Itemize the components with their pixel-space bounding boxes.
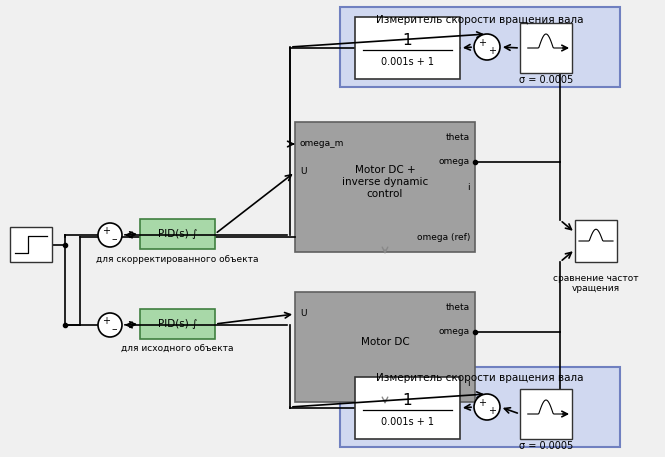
Text: Измеритель скорости вращения вала: Измеритель скорости вращения вала xyxy=(376,373,584,383)
FancyBboxPatch shape xyxy=(340,367,620,447)
Text: omega: omega xyxy=(439,158,470,166)
Text: +: + xyxy=(478,38,486,48)
FancyBboxPatch shape xyxy=(340,7,620,87)
Text: сравнение частот
vращения: сравнение частот vращения xyxy=(553,274,639,293)
Text: +: + xyxy=(478,398,486,408)
Text: Измеритель скорости вращения вала: Измеритель скорости вращения вала xyxy=(376,15,584,25)
Text: U: U xyxy=(300,168,307,176)
Text: +: + xyxy=(102,226,110,236)
Text: i: i xyxy=(467,182,470,191)
FancyBboxPatch shape xyxy=(355,377,460,439)
FancyBboxPatch shape xyxy=(355,17,460,79)
Text: +: + xyxy=(488,46,496,56)
Text: σ = 0.0005: σ = 0.0005 xyxy=(519,75,573,85)
Text: +: + xyxy=(488,406,496,416)
Text: U: U xyxy=(300,309,307,319)
Text: omega (ref): omega (ref) xyxy=(417,233,470,241)
Text: +: + xyxy=(102,316,110,326)
Circle shape xyxy=(98,313,122,337)
Text: Motor DC +
inverse dynamic
control: Motor DC + inverse dynamic control xyxy=(342,165,428,199)
Text: 0.001s + 1: 0.001s + 1 xyxy=(381,417,434,427)
Text: PID(s) ∫: PID(s) ∫ xyxy=(158,229,198,239)
Text: –: – xyxy=(111,324,117,334)
FancyBboxPatch shape xyxy=(140,309,215,339)
Text: σ = 0.0005: σ = 0.0005 xyxy=(519,441,573,451)
Circle shape xyxy=(474,394,500,420)
Text: для исходного объекта: для исходного объекта xyxy=(121,345,234,354)
FancyBboxPatch shape xyxy=(520,389,572,439)
Text: 1: 1 xyxy=(403,33,412,48)
Text: PID(s) ∫: PID(s) ∫ xyxy=(158,319,198,329)
Text: 0.001s + 1: 0.001s + 1 xyxy=(381,57,434,67)
Text: theta: theta xyxy=(446,133,470,142)
Circle shape xyxy=(98,223,122,247)
Text: 1: 1 xyxy=(403,393,412,408)
Text: для скорректированного объекта: для скорректированного объекта xyxy=(96,255,259,264)
FancyBboxPatch shape xyxy=(520,23,572,73)
FancyBboxPatch shape xyxy=(295,122,475,252)
Text: i: i xyxy=(467,379,470,388)
FancyBboxPatch shape xyxy=(10,227,52,262)
Text: –: – xyxy=(111,234,117,244)
Text: theta: theta xyxy=(446,303,470,312)
Text: Motor DC: Motor DC xyxy=(360,337,410,347)
FancyBboxPatch shape xyxy=(140,219,215,249)
Text: omega_m: omega_m xyxy=(300,139,344,149)
FancyBboxPatch shape xyxy=(295,292,475,402)
FancyBboxPatch shape xyxy=(575,220,617,262)
Text: omega: omega xyxy=(439,328,470,336)
Circle shape xyxy=(474,34,500,60)
